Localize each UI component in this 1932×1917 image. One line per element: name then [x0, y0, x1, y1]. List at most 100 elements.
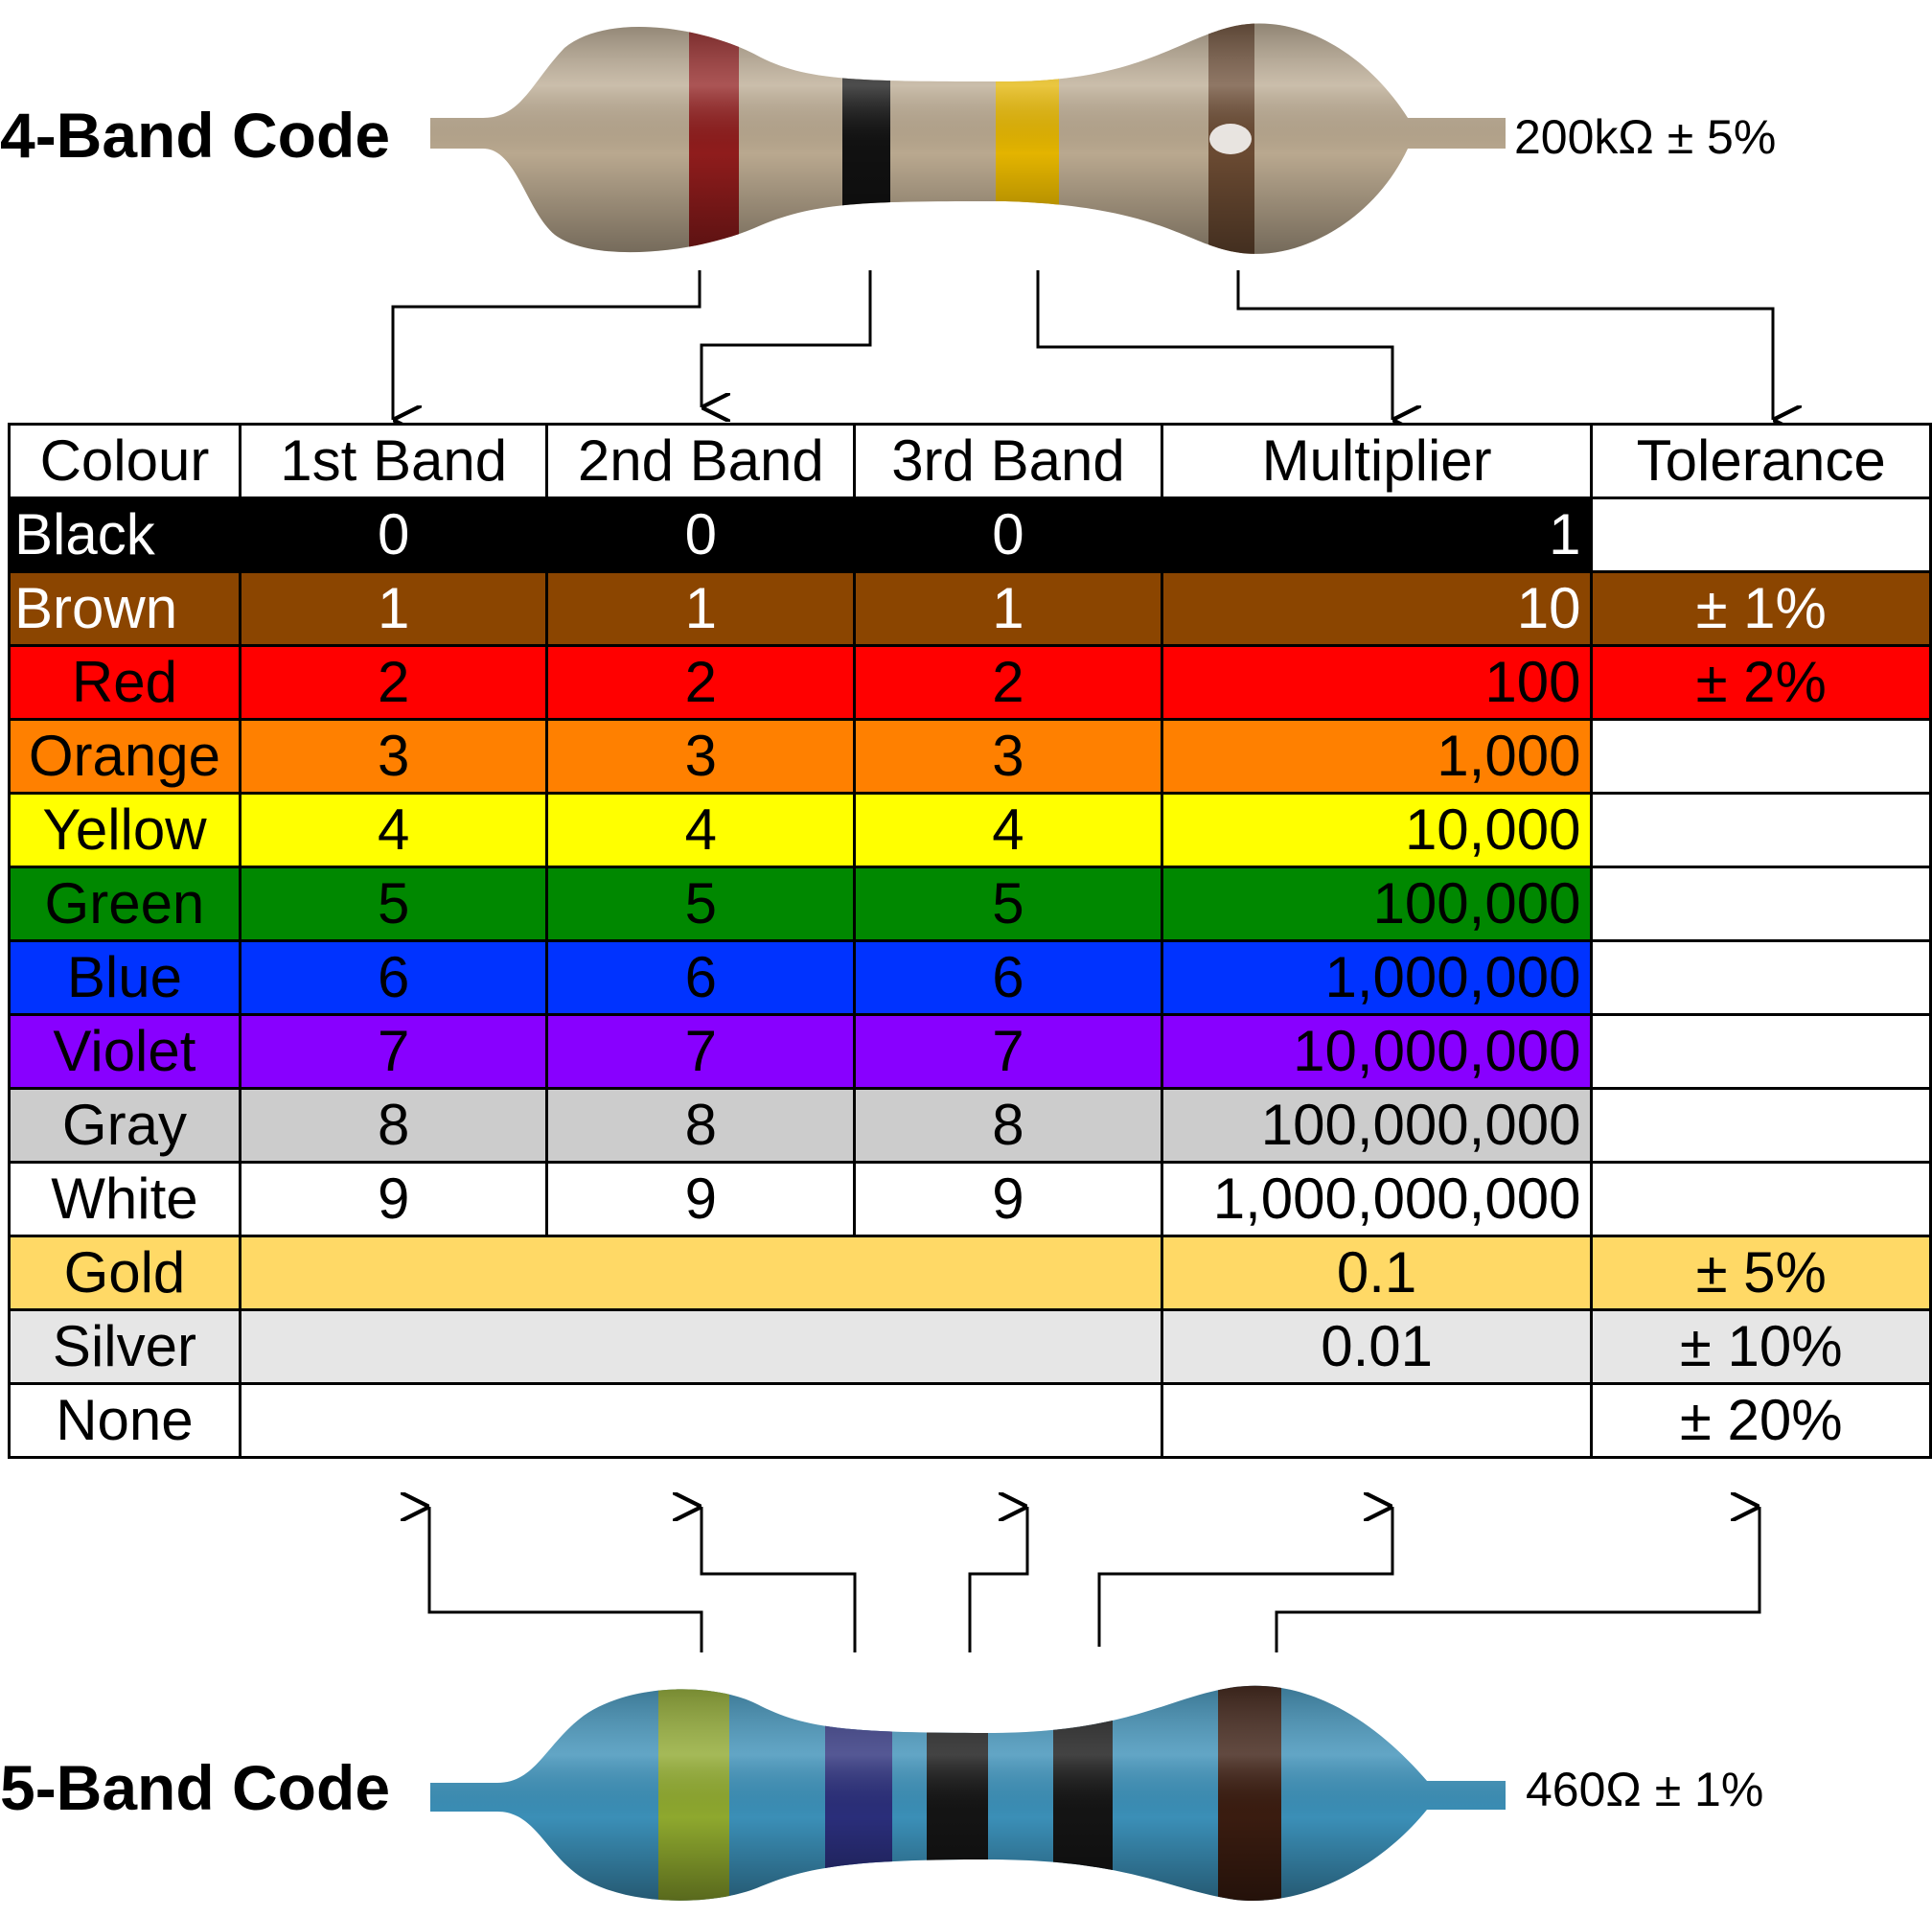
- header-band-3: 3rd Band: [853, 423, 1163, 499]
- table-row-orange: Orange 3 3 3 1,000: [8, 718, 1932, 795]
- table-row-none: None ± 20%: [8, 1382, 1932, 1459]
- table-row-yellow: Yellow 4 4 4 10,000: [8, 792, 1932, 868]
- colour-name-cell: Gray: [8, 1087, 242, 1164]
- colour-name-cell: Black: [8, 497, 242, 573]
- band-3-digit-cell: 7: [853, 1013, 1163, 1090]
- tolerance-cell: [1590, 718, 1932, 795]
- tolerance-cell: ± 20%: [1590, 1382, 1932, 1459]
- band-2-digit-cell: 4: [545, 792, 857, 868]
- multiplier-cell: 0.01: [1160, 1308, 1594, 1385]
- band-1-digit-cell: 2: [238, 644, 549, 721]
- table-row-blue: Blue 6 6 6 1,000,000: [8, 939, 1932, 1016]
- band-3-digit-cell: 3: [853, 718, 1163, 795]
- band-2-digit-cell: 7: [545, 1013, 857, 1090]
- table-row-green: Green 5 5 5 100,000: [8, 866, 1932, 942]
- colour-name-cell: Violet: [8, 1013, 242, 1090]
- colour-name-cell: Silver: [8, 1308, 242, 1385]
- tolerance-cell: ± 10%: [1590, 1308, 1932, 1385]
- band-1-digit-cell: 0: [238, 497, 549, 573]
- table-row-gold: Gold 0.1 ± 5%: [8, 1235, 1932, 1311]
- band-2-digit-cell: 6: [545, 939, 857, 1016]
- band-1-digit-cell: 8: [238, 1087, 549, 1164]
- arrow-band-2: [700, 270, 872, 407]
- multiplier-cell: 1: [1160, 497, 1594, 573]
- arrow-band-3: [968, 1507, 1029, 1652]
- header-tolerance: Tolerance: [1590, 423, 1932, 499]
- table-row-gray: Gray 8 8 8 100,000,000: [8, 1087, 1932, 1164]
- band-2-digit-cell: 2: [545, 644, 857, 721]
- table-row-red: Red 2 2 2 100 ± 2%: [8, 644, 1932, 721]
- table-row-violet: Violet 7 7 7 10,000,000: [8, 1013, 1932, 1090]
- multiplier-cell: 100,000: [1160, 866, 1594, 942]
- tolerance-cell: [1590, 792, 1932, 868]
- multiplier-cell: 10: [1160, 570, 1594, 647]
- multiplier-cell: [1160, 1382, 1594, 1459]
- arrow-tolerance: [1236, 270, 1773, 420]
- band-2-digit-cell: 1: [545, 570, 857, 647]
- tolerance-cell: ± 2%: [1590, 644, 1932, 721]
- multiplier-cell: 1,000: [1160, 718, 1594, 795]
- band-1-digit-cell: 3: [238, 718, 549, 795]
- band-digits-empty-cell: [238, 1235, 1163, 1311]
- tolerance-cell: [1590, 1087, 1932, 1164]
- band-2-digit-cell: 5: [545, 866, 857, 942]
- band-2-digit-cell: 9: [545, 1161, 857, 1237]
- arrow-tolerance: [1275, 1507, 1761, 1652]
- four-band-resistor-image: [430, 23, 1506, 254]
- table-header-row: Colour 1st Band 2nd Band 3rd Band Multip…: [8, 423, 1932, 499]
- band-3-digit-cell: 4: [853, 792, 1163, 868]
- table-row-brown: Brown 1 1 1 10 ± 1%: [8, 570, 1932, 647]
- table-row-silver: Silver 0.01 ± 10%: [8, 1308, 1932, 1385]
- band-3-digit-cell: 0: [853, 497, 1163, 573]
- band-digits-empty-cell: [238, 1308, 1163, 1385]
- band-1-digit-cell: 5: [238, 866, 549, 942]
- five-band-heading: 5-Band Code: [0, 1752, 391, 1823]
- arrow-multiplier: [1097, 1507, 1394, 1647]
- band-2-digit-cell: 3: [545, 718, 857, 795]
- colour-name-cell: Gold: [8, 1235, 242, 1311]
- four-band-connector-arrows: [391, 270, 1932, 427]
- tolerance-cell: [1590, 939, 1932, 1016]
- colour-name-cell: Green: [8, 866, 242, 942]
- multiplier-cell: 1,000,000: [1160, 939, 1594, 1016]
- band-3-digit-cell: 8: [853, 1087, 1163, 1164]
- band-3-digit-cell: 5: [853, 866, 1163, 942]
- band-3-digit-cell: 9: [853, 1161, 1163, 1237]
- band-1-digit-cell: 1: [238, 570, 549, 647]
- arrow-band-2: [702, 1507, 857, 1652]
- band-3-digit-cell: 6: [853, 939, 1163, 1016]
- multiplier-cell: 100: [1160, 644, 1594, 721]
- arrow-multiplier: [1036, 270, 1392, 420]
- band-2-digit-cell: 0: [545, 497, 857, 573]
- four-band-heading: 4-Band Code: [0, 100, 391, 171]
- table-row-white: White 9 9 9 1,000,000,000: [8, 1161, 1932, 1237]
- band-1-digit-cell: 6: [238, 939, 549, 1016]
- tolerance-cell: [1590, 866, 1932, 942]
- five-band-value: 460Ω ± 1%: [1526, 1763, 1764, 1816]
- header-band-2: 2nd Band: [545, 423, 857, 499]
- arrow-band-1: [391, 270, 702, 420]
- colour-name-cell: None: [8, 1382, 242, 1459]
- colour-name-cell: Orange: [8, 718, 242, 795]
- band-1-digit-cell: 7: [238, 1013, 549, 1090]
- multiplier-cell: 0.1: [1160, 1235, 1594, 1311]
- colour-name-cell: Blue: [8, 939, 242, 1016]
- band-3-digit-cell: 2: [853, 644, 1163, 721]
- band-1-digit-cell: 9: [238, 1161, 549, 1237]
- tolerance-cell: ± 1%: [1590, 570, 1932, 647]
- header-band-1: 1st Band: [238, 423, 549, 499]
- header-colour: Colour: [8, 423, 242, 499]
- multiplier-cell: 100,000,000: [1160, 1087, 1594, 1164]
- tolerance-cell: [1590, 1013, 1932, 1090]
- tolerance-cell: [1590, 1161, 1932, 1237]
- header-multiplier: Multiplier: [1160, 423, 1594, 499]
- band-3-digit-cell: 1: [853, 570, 1163, 647]
- colour-name-cell: Brown: [8, 570, 242, 647]
- band-1-digit-cell: 4: [238, 792, 549, 868]
- table-row-black: Black 0 0 0 1: [8, 497, 1932, 573]
- tolerance-cell: [1590, 497, 1932, 573]
- five-band-resistor-image: [430, 1685, 1506, 1902]
- multiplier-cell: 10,000,000: [1160, 1013, 1594, 1090]
- tolerance-cell: ± 5%: [1590, 1235, 1932, 1311]
- four-band-value: 200kΩ ± 5%: [1514, 110, 1777, 164]
